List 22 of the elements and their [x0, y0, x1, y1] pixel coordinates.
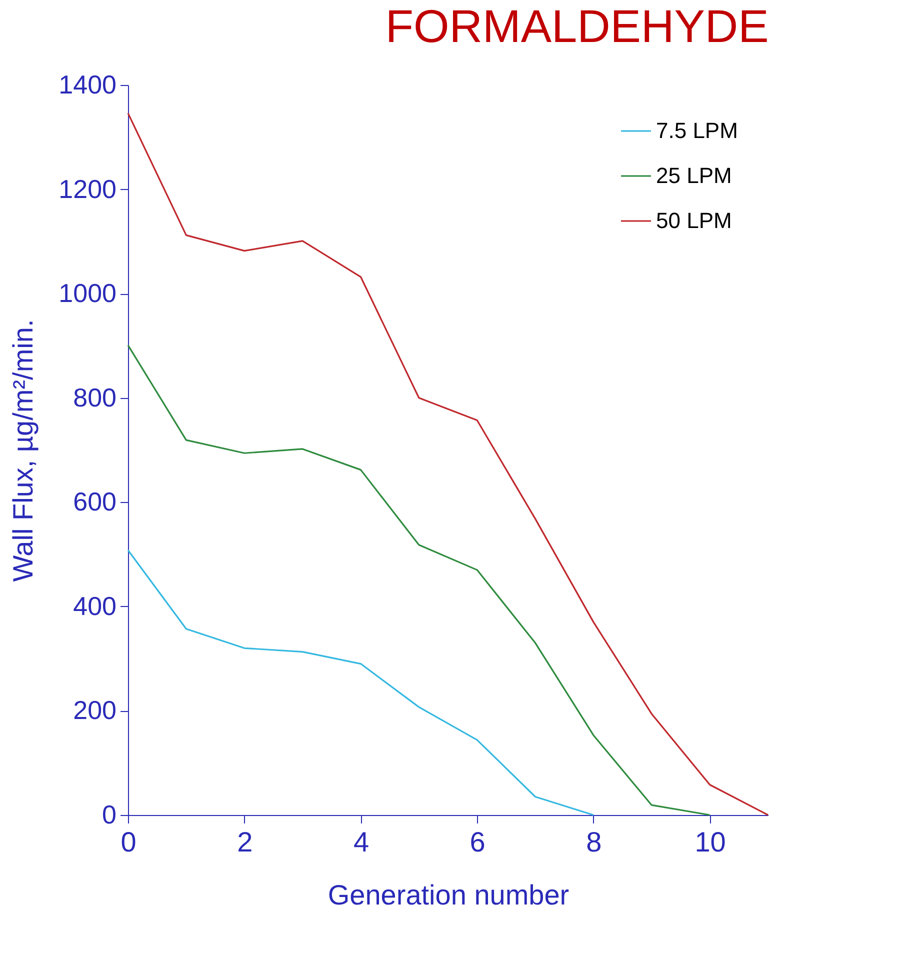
y-tick-label: 600 [73, 486, 116, 517]
y-tick-label: 1200 [58, 174, 116, 204]
y-tick-label: 800 [73, 382, 116, 412]
x-tick-label: 4 [353, 826, 370, 858]
x-tick-label: 2 [237, 826, 253, 858]
legend-label: 7.5 LPM [656, 118, 738, 143]
y-axis-title: Wall Flux, µg/m²/min. [8, 319, 39, 582]
y-tick-label: 400 [73, 590, 116, 621]
legend-label: 25 LPM [656, 163, 732, 188]
x-tick-label: 8 [586, 826, 602, 858]
y-tick-label: 1400 [58, 70, 116, 100]
x-tick-label: 10 [694, 826, 726, 858]
chart-title: FORMALDEHYDE [385, 0, 769, 52]
y-tick-label: 200 [73, 695, 116, 726]
y-tick-label: 1000 [58, 278, 116, 308]
x-axis-title: Generation number [328, 880, 570, 910]
line-series [127, 344, 711, 816]
x-tick-label: 0 [120, 826, 136, 858]
legend-label: 50 LPM [656, 208, 732, 233]
y-tick-label: 0 [102, 800, 116, 830]
x-tick-label: 6 [470, 826, 486, 858]
line-series [127, 549, 594, 816]
